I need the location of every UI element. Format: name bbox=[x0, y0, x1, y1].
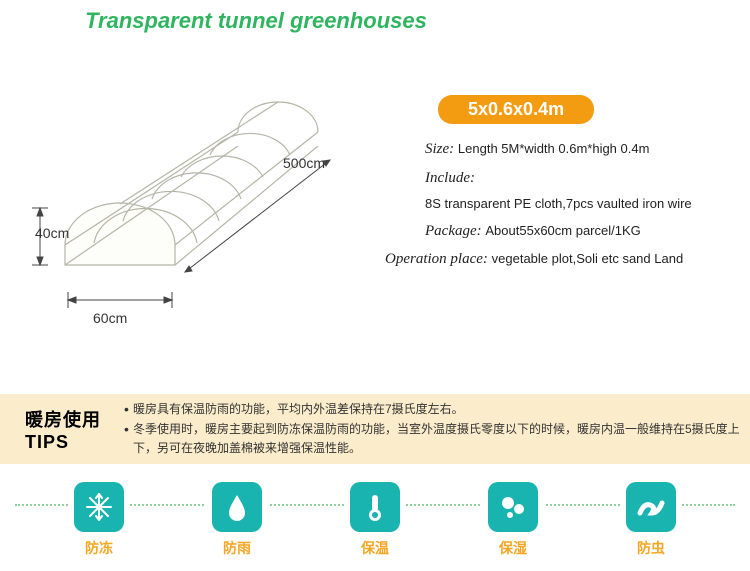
feature-label: 防虫 bbox=[637, 538, 665, 558]
include-label: Include: bbox=[425, 170, 475, 186]
tips-band: 暖房使用TIPS •暖房具有保温防雨的功能，平均内外温差保持在7摄氏度左右。 •… bbox=[0, 394, 750, 464]
dim-length: 500cm bbox=[283, 155, 325, 171]
dim-height: 40cm bbox=[35, 225, 69, 241]
greenhouse-diagram bbox=[20, 40, 390, 320]
feature-pest: 防虫 bbox=[620, 482, 682, 558]
dim-width: 60cm bbox=[93, 310, 127, 326]
tips-line2: 冬季使用时，暖房主要起到防冻保温防雨的功能，当室外温度摄氏零度以下的时候，暖房内… bbox=[133, 420, 750, 458]
feature-label: 保湿 bbox=[499, 538, 527, 558]
operation-label: Operation place: bbox=[385, 251, 488, 267]
package-label: Package: bbox=[425, 223, 482, 239]
worm-icon bbox=[626, 482, 676, 532]
snowflake-icon bbox=[74, 482, 124, 532]
tips-line1: 暖房具有保温防雨的功能，平均内外温差保持在7摄氏度左右。 bbox=[133, 400, 464, 419]
feature-moisture: 保湿 bbox=[482, 482, 544, 558]
drop-icon bbox=[212, 482, 262, 532]
bubbles-icon bbox=[488, 482, 538, 532]
size-label: Size: bbox=[425, 141, 454, 157]
tips-title: 暖房使用TIPS bbox=[0, 406, 124, 453]
feature-label: 防冻 bbox=[85, 538, 113, 558]
package-value: About55x60cm parcel/1KG bbox=[485, 223, 640, 238]
include-value: 8S transparent PE cloth,7pcs vaulted iro… bbox=[425, 192, 735, 217]
feature-warm: 保温 bbox=[344, 482, 406, 558]
features-row: 防冻 防雨 保温 保湿 防虫 bbox=[0, 475, 750, 565]
feature-antifreeze: 防冻 bbox=[68, 482, 130, 558]
page-title: Transparent tunnel greenhouses bbox=[85, 8, 427, 34]
tips-text: •暖房具有保温防雨的功能，平均内外温差保持在7摄氏度左右。 •冬季使用时，暖房主… bbox=[124, 400, 750, 458]
thermometer-icon bbox=[350, 482, 400, 532]
feature-label: 防雨 bbox=[223, 538, 251, 558]
dimensions-badge: 5x0.6x0.4m bbox=[438, 95, 594, 124]
specs-block: Size: Length 5M*width 0.6m*high 0.4m Inc… bbox=[425, 135, 735, 274]
operation-value: vegetable plot,Soli etc sand Land bbox=[492, 251, 684, 266]
size-value: Length 5M*width 0.6m*high 0.4m bbox=[458, 141, 650, 156]
feature-rainproof: 防雨 bbox=[206, 482, 268, 558]
feature-label: 保温 bbox=[361, 538, 389, 558]
